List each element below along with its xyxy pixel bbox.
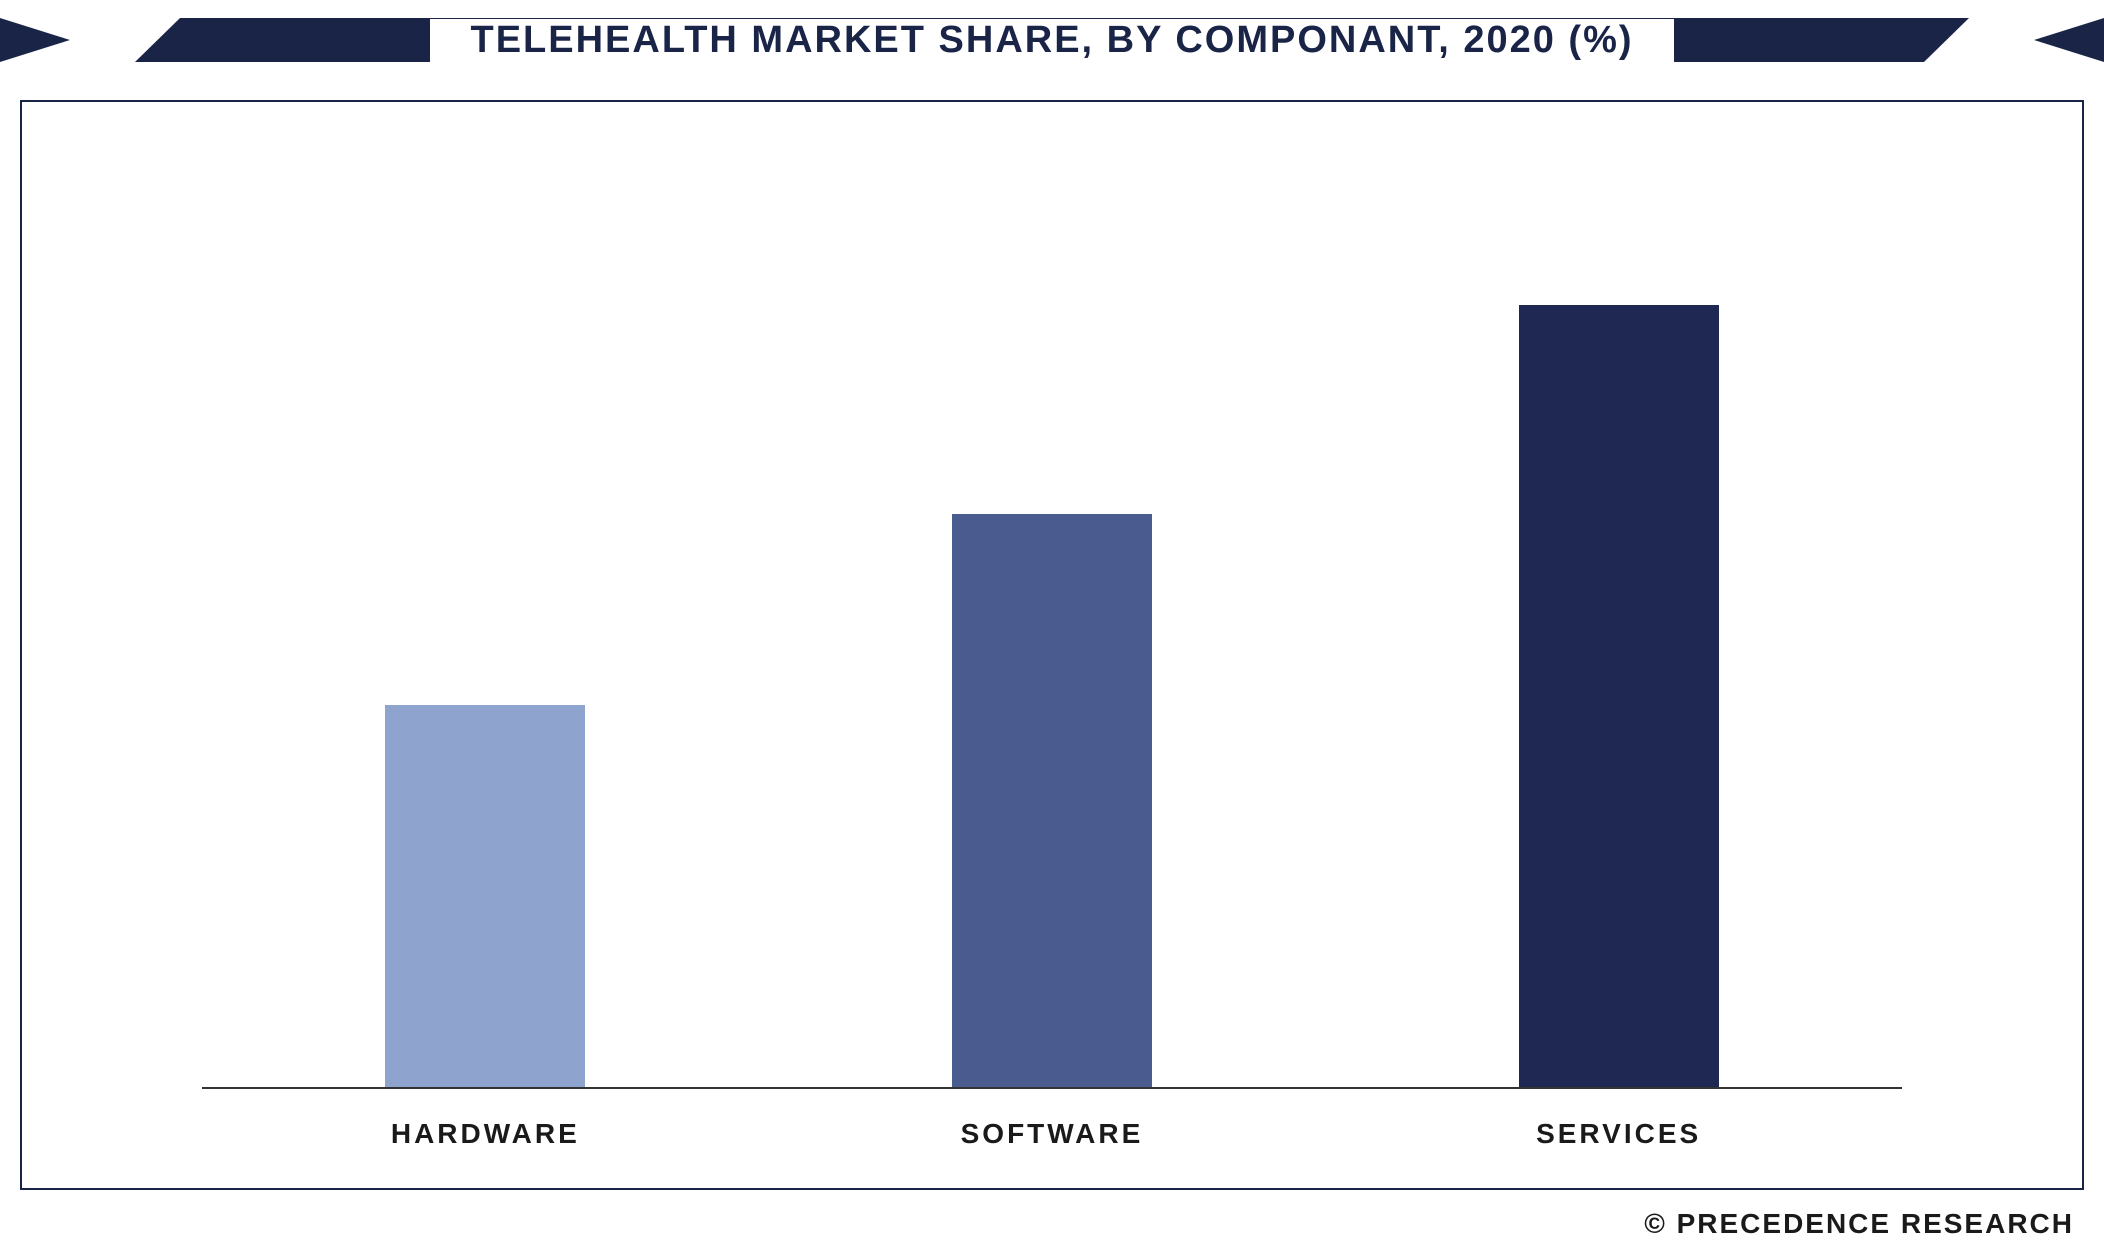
bar-hardware [385, 705, 585, 1088]
bars-container: HARDWARESOFTWARESERVICES [202, 202, 1902, 1088]
chart-container: TELEHEALTH MARKET SHARE, BY COMPONANT, 2… [0, 10, 2104, 1260]
chart-plot-area: HARDWARESOFTWARESERVICES [202, 202, 1902, 1088]
bar-group-services: SERVICES [1335, 305, 1902, 1088]
bar-group-hardware: HARDWARE [202, 705, 769, 1088]
attribution-text: © PRECEDENCE RESEARCH [1644, 1208, 2074, 1240]
bar-label-hardware: HARDWARE [391, 1118, 580, 1150]
chart-area: HARDWARESOFTWARESERVICES [20, 100, 2084, 1190]
x-axis [202, 1087, 1902, 1089]
bar-group-software: SOFTWARE [769, 514, 1336, 1088]
title-decoration-left [0, 18, 70, 62]
bar-services [1519, 305, 1719, 1088]
bar-label-services: SERVICES [1536, 1118, 1701, 1150]
chart-title: TELEHEALTH MARKET SHARE, BY COMPONANT, 2… [430, 19, 1673, 62]
bar-label-software: SOFTWARE [961, 1118, 1144, 1150]
title-bar: TELEHEALTH MARKET SHARE, BY COMPONANT, 2… [0, 10, 2104, 70]
title-decoration-right [2034, 18, 2104, 62]
bar-software [952, 514, 1152, 1088]
